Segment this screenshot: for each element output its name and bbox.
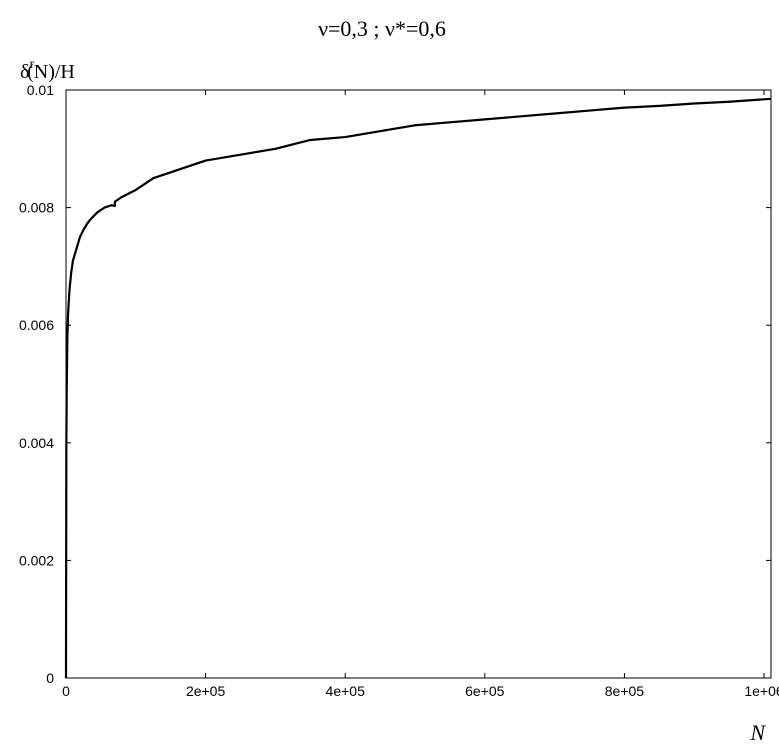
y-tick-label-5: 0.01 bbox=[27, 82, 54, 98]
y-tick-label-1: 0.002 bbox=[19, 552, 54, 568]
series-line-0 bbox=[64, 97, 772, 679]
y-tick-label-3: 0.006 bbox=[19, 317, 54, 333]
x-tick-label-2: 4e+05 bbox=[326, 683, 366, 699]
x-tick-label-1: 2e+05 bbox=[186, 683, 226, 699]
series-layer bbox=[64, 97, 772, 679]
plot-frame bbox=[65, 89, 772, 679]
y-axis-label-rest: (N)/H bbox=[27, 61, 75, 83]
y-axis-label-prefix: δ bbox=[20, 61, 29, 83]
x-ticks: 0 2e+05 4e+05 6e+05 8e+05 1e+06 bbox=[62, 90, 779, 699]
y-tick-label-4: 0.008 bbox=[19, 200, 54, 216]
y-tick-label-0: 0 bbox=[46, 670, 54, 686]
x-tick-label-0: 0 bbox=[62, 683, 70, 699]
y-tick-label-2: 0.004 bbox=[19, 435, 54, 451]
y-axis-label-superscript: r bbox=[29, 57, 34, 72]
y-axis-label: δr(N)/H bbox=[20, 57, 75, 83]
x-tick-label-5: 1e+06 bbox=[744, 683, 779, 699]
chart-title: ν=0,3 ; ν*=0,6 bbox=[318, 16, 446, 41]
x-tick-label-3: 6e+05 bbox=[465, 683, 505, 699]
x-tick-label-4: 8e+05 bbox=[605, 683, 645, 699]
y-ticks: 0 0.002 0.004 0.006 0.008 0.01 bbox=[19, 82, 771, 686]
x-axis-label: N bbox=[749, 720, 766, 745]
